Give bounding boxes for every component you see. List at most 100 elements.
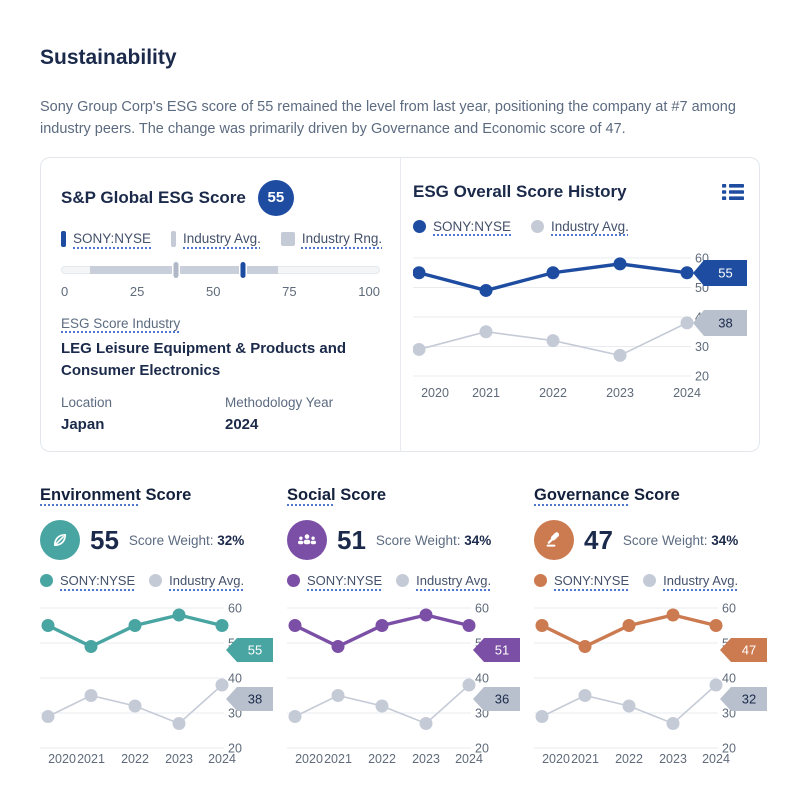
legend-industry-range[interactable]: Industry Rng. bbox=[280, 231, 382, 246]
svg-text:38: 38 bbox=[248, 692, 262, 707]
industry-dot-swatch bbox=[149, 574, 163, 588]
svg-text:55: 55 bbox=[718, 265, 732, 280]
legend-company[interactable]: SONY:NYSE bbox=[413, 219, 511, 234]
industry-field-label[interactable]: ESG Score Industry bbox=[61, 315, 181, 331]
company-dot-swatch bbox=[287, 574, 300, 588]
social-score-chart: 6050403020202020212022202320245136 bbox=[287, 596, 520, 768]
svg-text:40: 40 bbox=[722, 672, 736, 686]
esg-history-chart: 6050403020202020212022202320245538 bbox=[412, 242, 747, 402]
legend-industry-avg[interactable]: Industry Avg. bbox=[171, 230, 261, 247]
social-score-card: Social Score 51 Score bbox=[287, 486, 520, 768]
svg-text:40: 40 bbox=[475, 672, 489, 686]
legend-company[interactable]: SONY:NYSE bbox=[287, 573, 382, 588]
svg-text:2023: 2023 bbox=[165, 752, 193, 766]
social-icon-circle bbox=[287, 520, 327, 561]
svg-text:2023: 2023 bbox=[412, 752, 440, 766]
score-slider-legend: SONY:NYSE Industry Avg. Industry Rng. bbox=[61, 230, 382, 247]
environment-icon-circle bbox=[40, 520, 80, 561]
svg-text:2021: 2021 bbox=[324, 752, 352, 766]
svg-text:60: 60 bbox=[228, 602, 242, 616]
svg-text:32: 32 bbox=[742, 692, 756, 707]
governance-score-chart: 6050403020202020212022202320244732 bbox=[534, 596, 767, 768]
sustainability-page: Sustainability Sony Group Corp's ESG sco… bbox=[40, 46, 767, 768]
environment-chart-legend: SONY:NYSE Industry Avg. bbox=[40, 573, 273, 588]
company-marker-swatch bbox=[61, 230, 66, 247]
social-chart-legend: SONY:NYSE Industry Avg. bbox=[287, 573, 520, 588]
svg-text:47: 47 bbox=[742, 643, 756, 658]
legend-company[interactable]: SONY:NYSE bbox=[534, 573, 629, 588]
industry-range-swatch bbox=[280, 231, 295, 246]
industry-name: LEG Leisure Equipment & Products and Con… bbox=[61, 339, 347, 379]
svg-text:20: 20 bbox=[228, 742, 242, 756]
esg-score-badge: 55 bbox=[257, 179, 294, 216]
methodology-year-value: 2024 bbox=[225, 416, 259, 434]
legend-industry-avg[interactable]: Industry Avg. bbox=[643, 573, 738, 588]
svg-text:2022: 2022 bbox=[615, 752, 643, 766]
pillar-scores-section: Environment Score 55 Score Weight: 32% bbox=[40, 486, 767, 768]
svg-text:38: 38 bbox=[718, 315, 732, 330]
svg-text:51: 51 bbox=[495, 643, 509, 658]
svg-text:36: 36 bbox=[495, 692, 509, 707]
environment-score-chart: 6050403020202020212022202320245538 bbox=[40, 596, 273, 768]
svg-text:20: 20 bbox=[722, 742, 736, 756]
legend-company[interactable]: SONY:NYSE bbox=[61, 230, 151, 247]
location-label: Location bbox=[61, 395, 113, 411]
svg-text:2021: 2021 bbox=[77, 752, 105, 766]
social-score-value: 51 bbox=[337, 524, 366, 555]
svg-text:20: 20 bbox=[475, 742, 489, 756]
legend-industry-avg[interactable]: Industry Avg. bbox=[396, 573, 491, 588]
legend-industry-avg[interactable]: Industry Avg. bbox=[149, 573, 244, 588]
svg-text:2022: 2022 bbox=[121, 752, 149, 766]
svg-text:2024: 2024 bbox=[208, 752, 236, 766]
governance-score-card: Governance Score 47 Score Weight: 34% bbox=[534, 486, 767, 768]
svg-text:60: 60 bbox=[722, 602, 736, 616]
esg-history-title: ESG Overall Score History bbox=[413, 181, 627, 201]
industry-dot-swatch bbox=[396, 574, 410, 588]
svg-text:2020: 2020 bbox=[48, 752, 76, 766]
legend-industry-avg[interactable]: Industry Avg. bbox=[531, 219, 629, 234]
governance-icon-circle bbox=[534, 520, 574, 561]
svg-text:2024: 2024 bbox=[702, 752, 730, 766]
svg-text:30: 30 bbox=[695, 340, 709, 354]
governance-score-value: 47 bbox=[584, 524, 613, 555]
svg-text:60: 60 bbox=[475, 602, 489, 616]
svg-text:2023: 2023 bbox=[606, 386, 634, 400]
governance-score-weight: Score Weight: 34% bbox=[622, 532, 739, 548]
svg-text:2020: 2020 bbox=[295, 752, 323, 766]
pillar-title: Governance Score bbox=[534, 486, 680, 505]
leaf-icon bbox=[53, 534, 67, 547]
social-score-weight: Score Weight: 34% bbox=[375, 532, 492, 548]
svg-text:2023: 2023 bbox=[659, 752, 687, 766]
esg-summary-card: S&P Global ESG Score 55 SONY:NYSE Indust… bbox=[40, 156, 760, 453]
environment-score-weight: Score Weight: 32% bbox=[128, 532, 245, 548]
gavel-icon bbox=[546, 532, 560, 548]
svg-text:2022: 2022 bbox=[368, 752, 396, 766]
svg-text:20: 20 bbox=[695, 369, 709, 383]
slider-ticks: 0 25 50 75 100 bbox=[61, 283, 380, 299]
list-view-button[interactable] bbox=[719, 180, 747, 204]
sp-global-esg-score-panel: S&P Global ESG Score 55 SONY:NYSE Indust… bbox=[41, 158, 400, 452]
pillar-title: Social Score bbox=[287, 486, 387, 505]
esg-score-title: S&P Global ESG Score bbox=[61, 187, 246, 207]
industry-avg-marker bbox=[173, 261, 179, 278]
industry-avg-marker-swatch bbox=[171, 230, 177, 247]
company-dot-swatch bbox=[40, 574, 53, 588]
methodology-year-label: Methodology Year bbox=[225, 395, 334, 411]
page-description: Sony Group Corp's ESG score of 55 remain… bbox=[40, 99, 736, 138]
svg-text:2020: 2020 bbox=[421, 386, 449, 400]
svg-text:55: 55 bbox=[248, 643, 262, 658]
environment-score-card: Environment Score 55 Score Weight: 32% bbox=[40, 486, 273, 768]
company-dot-swatch bbox=[534, 574, 547, 588]
pillar-title: Environment Score bbox=[40, 486, 192, 505]
page-title: Sustainability bbox=[40, 46, 177, 69]
legend-company[interactable]: SONY:NYSE bbox=[40, 573, 135, 588]
location-value: Japan bbox=[61, 416, 105, 434]
svg-text:2024: 2024 bbox=[455, 752, 483, 766]
company-dot-swatch bbox=[413, 219, 426, 233]
list-icon bbox=[722, 183, 744, 200]
environment-score-value: 55 bbox=[90, 524, 119, 555]
industry-dot-swatch bbox=[643, 574, 657, 588]
industry-dot-swatch bbox=[531, 219, 545, 233]
svg-text:2020: 2020 bbox=[542, 752, 570, 766]
people-icon bbox=[298, 534, 316, 545]
